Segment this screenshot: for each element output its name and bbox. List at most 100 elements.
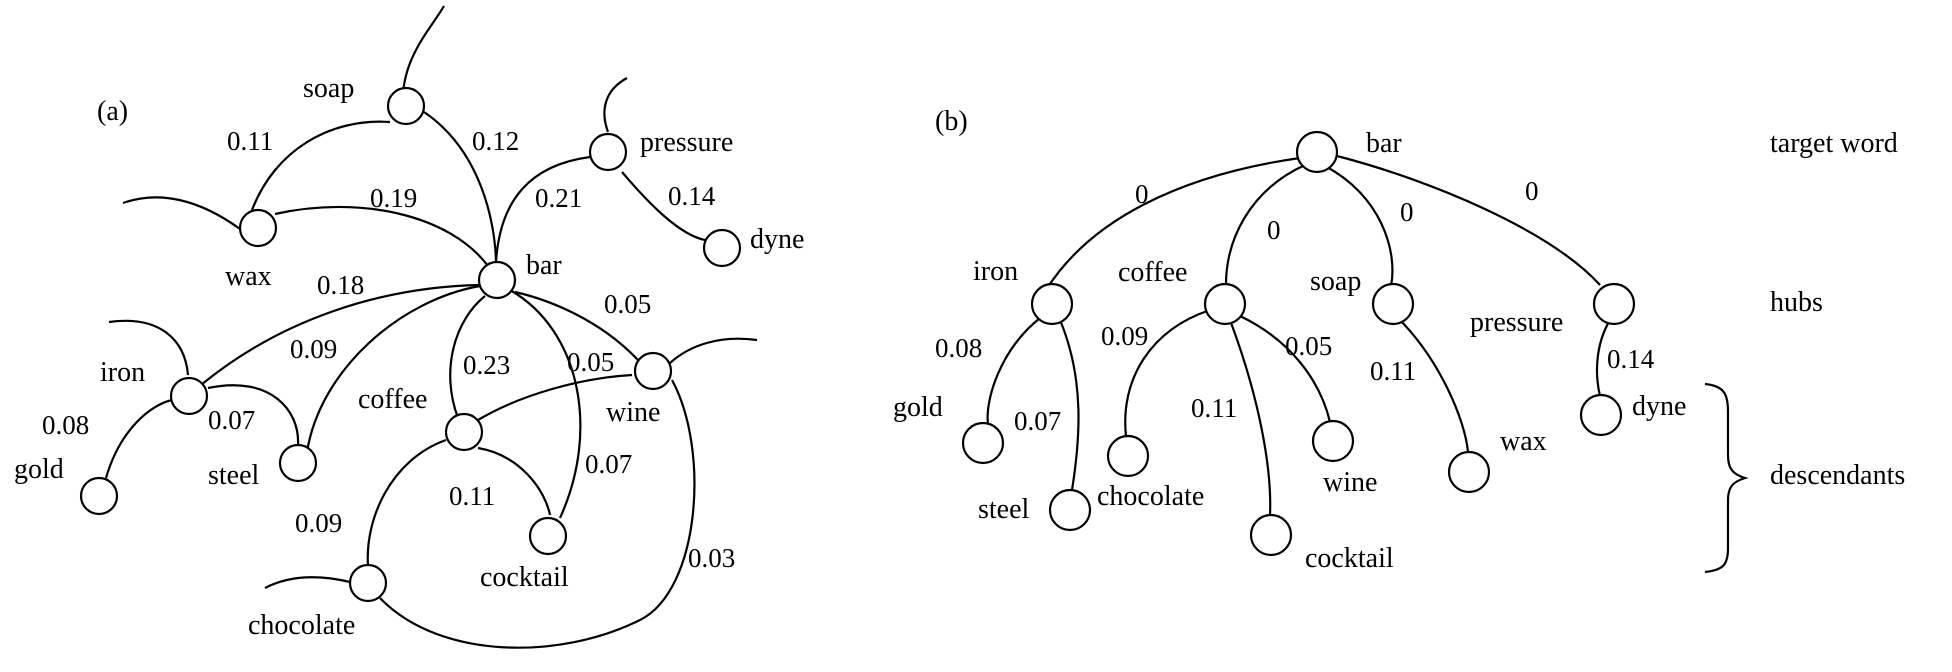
edge-wax-dangling [122,196,241,230]
label-a-bar: bar [526,250,562,281]
label-b-coffee: coffee [1118,257,1187,288]
panel-b-label: (b) [935,106,968,137]
weight-a-coffee-bar: 0.23 [463,350,510,380]
edge-coffee-bar [449,295,486,419]
node-b-cocktail [1249,513,1293,557]
weight-a-coffee-cocktail: 0.11 [449,481,495,511]
weight-b-soap-wax: 0.11 [1370,356,1416,386]
node-b-gold [961,421,1005,465]
label-a-gold: gold [14,454,64,485]
weight-b-iron-steel: 0.07 [1014,406,1061,436]
weight-a-wax-bar: 0.19 [370,183,417,213]
level-target-word: target word [1770,128,1898,159]
label-a-wax: wax [225,261,272,292]
node-b-iron [1030,282,1074,326]
edge-pressure-dyne [621,171,706,242]
edge-b-bar-soap [1324,165,1394,287]
label-a-dyne: dyne [750,224,804,255]
label-b-bar: bar [1366,128,1402,159]
edge-chocolate-wine [379,379,696,649]
edge-b-bar-pressure [1336,154,1601,286]
edge-cocktail-bar [509,289,582,519]
node-a-coffee [444,412,484,452]
label-b-chocolate: chocolate [1097,481,1204,512]
edge-iron-bar [200,283,481,386]
weight-b-bar-iron: 0 [1135,179,1149,209]
descendants-brace [1704,382,1749,574]
weight-b-bar-soap: 0 [1400,197,1414,227]
panel-a-label: (a) [97,96,128,127]
label-a-pressure: pressure [640,127,733,158]
node-b-wine [1311,419,1355,463]
panel-a: (a) [14,5,804,649]
edge-steel-bar [305,284,481,453]
node-b-steel [1048,488,1092,532]
label-b-dyne: dyne [1632,391,1686,422]
edge-pressure-dangling [603,77,628,133]
label-b-soap: soap [1310,266,1361,297]
node-b-chocolate [1106,434,1150,478]
weight-a-pressure-dyne: 0.14 [668,181,716,211]
node-a-pressure [588,132,628,172]
weight-b-iron-gold: 0.08 [935,333,982,363]
weight-a-chocolate-wine: 0.03 [688,543,735,573]
label-a-steel: steel [208,460,260,491]
weight-a-wax-soap: 0.11 [227,126,273,156]
node-a-steel [278,443,318,483]
edge-b-iron-gold [986,317,1041,425]
label-a-cocktail: cocktail [480,562,569,593]
weight-a-iron-gold: 0.08 [42,410,89,440]
node-a-gold [79,476,119,516]
edge-b-coffee-cocktail [1228,319,1272,516]
weight-b-bar-pressure: 0 [1525,176,1539,206]
label-b-gold: gold [893,392,943,423]
edge-coffee-chocolate [366,438,447,566]
edge-wax-bar [274,205,489,267]
weight-a-coffee-chocolate: 0.09 [295,508,342,538]
weight-b-coffee-cocktail: 0.11 [1191,393,1237,423]
node-a-iron [169,376,209,416]
node-a-soap [386,86,426,126]
weight-b-coffee-chocolate: 0.09 [1101,321,1148,351]
edge-coffee-wine [477,373,633,421]
node-b-dyne [1579,393,1623,437]
label-b-cocktail: cocktail [1305,543,1394,574]
edge-wine-bar [514,290,639,361]
label-b-steel: steel [978,494,1030,525]
weight-b-coffee-wine: 0.05 [1285,331,1332,361]
node-a-bar [477,260,517,300]
edge-b-soap-wax [1397,317,1470,453]
edge-b-coffee-chocolate [1124,308,1211,437]
node-a-wine [633,351,673,391]
edge-pressure-bar [494,155,591,263]
level-descendants: descendants [1770,460,1905,491]
weight-b-bar-coffee: 0 [1267,215,1281,245]
edge-chocolate-dangling [264,576,351,589]
label-a-coffee: coffee [358,384,427,415]
edge-b-bar-iron [1045,156,1301,291]
node-a-dyne [702,228,742,268]
weight-a-iron-steel: 0.07 [208,405,255,435]
weight-b-pressure-dyne: 0.14 [1607,344,1655,374]
weight-a-coffee-wine: 0.05 [567,347,614,377]
weight-a-steel-bar: 0.09 [290,334,337,364]
level-hubs: hubs [1770,287,1823,318]
weight-a-cocktail-bar: 0.07 [585,449,632,479]
edge-iron-steel [207,384,300,446]
node-a-cocktail [528,516,568,556]
edge-b-iron-steel [1058,319,1080,491]
label-b-pressure: pressure [1470,307,1563,338]
edge-b-bar-coffee [1224,163,1306,289]
weight-a-wine-bar: 0.05 [604,289,651,319]
node-b-coffee [1203,282,1247,326]
node-b-wax [1447,450,1491,494]
weight-a-iron-bar: 0.18 [317,270,364,300]
label-b-wine: wine [1323,467,1377,498]
edge-b-coffee-wine [1239,315,1332,423]
edge-coffee-cocktail [477,446,552,516]
panel-b: (b) bar iron coffee soap pressure gol [893,106,1905,574]
weight-a-soap-bar: 0.12 [472,126,519,156]
edge-iron-dangling [108,319,190,376]
label-a-wine: wine [606,397,660,428]
